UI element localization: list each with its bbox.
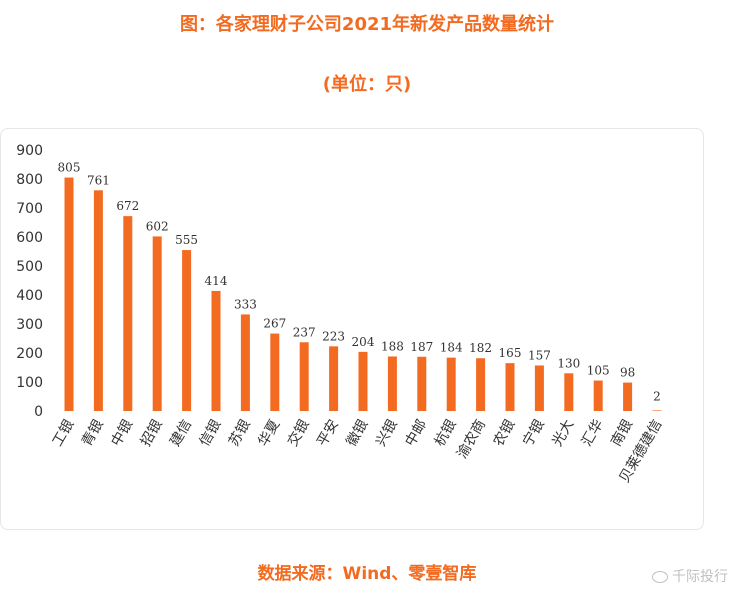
y-tick-label: 700: [16, 201, 43, 217]
x-tick-label: 汇华: [579, 417, 607, 449]
x-tick-label: 渝农商: [454, 417, 489, 461]
bar-chart: 0 100 200 300 400 500 600 700 800 900 805 761 672 60…: [16, 143, 666, 486]
x-tick-label: 青银: [79, 417, 107, 449]
chart-title: 图：各家理财子公司2021年新发产品数量统计: [179, 14, 555, 35]
x-tick-label: 宁银: [519, 417, 548, 450]
value-label: 267: [263, 317, 286, 331]
bar: [417, 356, 427, 411]
bar: [270, 333, 280, 411]
bar: [652, 410, 662, 411]
bar: [387, 356, 397, 411]
bar: [123, 216, 133, 411]
y-tick-label: 0: [34, 404, 43, 420]
value-label: 237: [293, 325, 316, 339]
weibo-icon: [652, 571, 668, 583]
value-label: 204: [352, 335, 375, 349]
x-tick-label: 苏银: [226, 417, 254, 449]
value-labels: 805 761 672 602 555 414 333 267 237 223 204 188 187 1…: [58, 161, 661, 404]
value-label: 165: [499, 346, 522, 360]
bar: [446, 357, 456, 411]
bar: [476, 358, 486, 411]
x-tick-label: 交银: [284, 417, 313, 450]
x-tick-label: 华夏: [255, 417, 283, 449]
y-tick-label: 400: [16, 288, 43, 304]
value-label: 602: [146, 219, 169, 233]
value-label: 184: [440, 341, 463, 355]
x-tick-label: 兴银: [373, 417, 401, 449]
x-tick-label: 工银: [50, 417, 78, 449]
bar: [152, 236, 162, 411]
value-label: 188: [381, 339, 404, 353]
value-label: 805: [58, 161, 81, 175]
bar: [505, 363, 515, 411]
x-tick-label: 中银: [108, 417, 136, 449]
chart-subtitle: (单位：只): [322, 74, 412, 95]
bar: [299, 342, 309, 411]
value-label: 157: [528, 348, 551, 362]
y-tick-label: 100: [16, 375, 43, 391]
bar: [534, 365, 544, 411]
bar: [240, 314, 250, 411]
y-tick-label: 900: [16, 143, 43, 159]
value-label: 555: [175, 233, 198, 247]
x-tick-label: 光大: [549, 417, 577, 449]
value-label: 761: [87, 173, 110, 187]
value-label: 223: [322, 329, 345, 343]
x-axis: 工银 青银 中银 招银 建信 信银 苏银 华夏 交银 平安 徽银 兴银 中邮 杭银渝农商 农银 宁银 光大 汇华南…: [50, 417, 666, 486]
value-label: 130: [557, 356, 580, 370]
value-label: 672: [116, 199, 139, 213]
x-tick-label: 杭银: [432, 417, 460, 449]
bar: [182, 250, 192, 411]
bar-series: [64, 177, 662, 411]
bar: [93, 190, 103, 411]
bar: [593, 380, 603, 411]
bar: [329, 346, 339, 411]
y-tick-label: 200: [16, 346, 43, 362]
bar: [564, 373, 574, 411]
y-tick-label: 300: [16, 317, 43, 333]
value-label: 333: [234, 297, 257, 311]
x-tick-label: 招银: [138, 417, 166, 449]
bar: [211, 290, 221, 411]
data-source: 数据来源：Wind、零壹智库: [257, 564, 477, 584]
watermark-text: 千际投行: [672, 569, 728, 585]
x-tick-label: 建信: [167, 417, 195, 449]
value-label: 414: [205, 274, 228, 288]
value-label: 2: [653, 389, 661, 403]
x-tick-label: 农银: [491, 417, 519, 449]
value-label: 98: [620, 366, 635, 380]
y-tick-label: 800: [16, 172, 43, 188]
bar: [358, 351, 368, 411]
bar: [64, 177, 74, 411]
bar: [623, 382, 633, 411]
y-axis: 0 100 200 300 400 500 600 700 800 900: [16, 143, 43, 420]
value-label: 187: [410, 340, 433, 354]
y-tick-label: 500: [16, 259, 43, 275]
chart-frame: 0 100 200 300 400 500 600 700 800 900 805 761 672 60…: [0, 128, 704, 530]
value-label: 105: [587, 364, 610, 378]
x-tick-label: 信银: [197, 417, 225, 449]
x-tick-label: 南银: [608, 417, 636, 449]
x-tick-label: 徽银: [344, 417, 372, 449]
x-tick-label: 平安: [314, 417, 342, 449]
watermark: 千际投行: [652, 566, 728, 586]
y-tick-label: 600: [16, 230, 43, 246]
x-tick-label: 中邮: [402, 417, 430, 449]
value-label: 182: [469, 341, 492, 355]
